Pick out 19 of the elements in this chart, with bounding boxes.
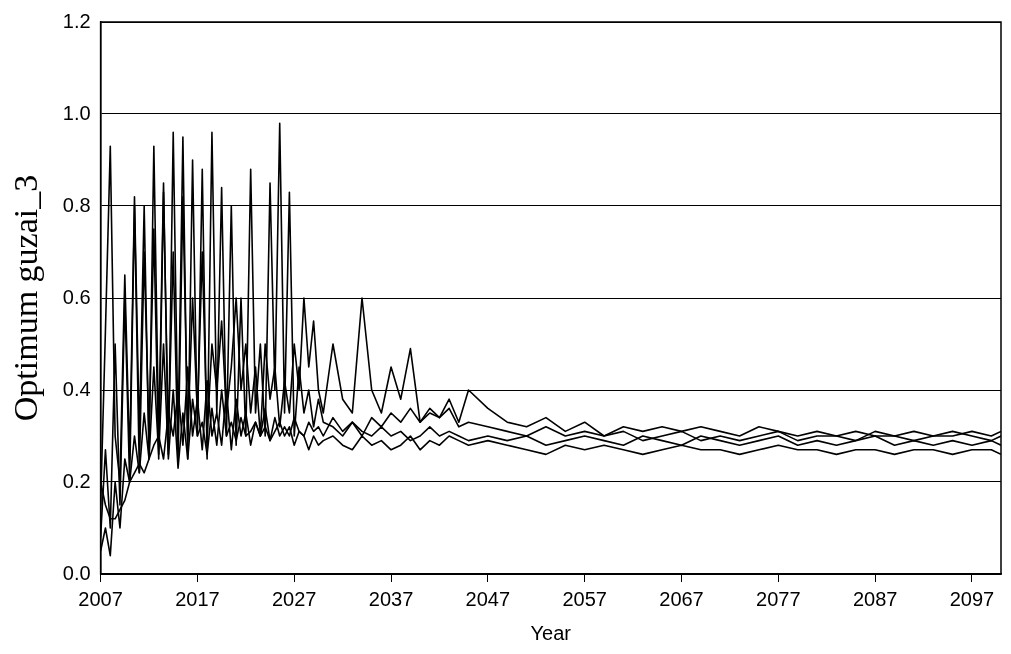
y-tick-label: 0.8	[62, 193, 91, 216]
x-tick-label: 2057	[562, 587, 607, 610]
x-axis-title: Year	[530, 621, 572, 644]
y-tick-label: 0.2	[62, 469, 91, 492]
y-tick-label: 1.2	[62, 9, 91, 32]
y-tick-label: 1.0	[62, 101, 91, 124]
x-tick-label: 2047	[465, 587, 511, 610]
x-tick-label: 2017	[175, 587, 220, 610]
x-tick-label: 2037	[368, 587, 414, 610]
x-tick-label: 2087	[852, 587, 898, 610]
x-tick-label: 2007	[78, 587, 123, 610]
x-tick-label: 2067	[659, 587, 704, 610]
y-tick-label: 0.4	[62, 377, 91, 400]
y-tick-label: 0.0	[62, 561, 91, 584]
x-tick-label: 2027	[271, 587, 317, 610]
y-axis-title: Optimum guzai_3	[7, 174, 45, 422]
x-tick-label: 2077	[756, 587, 801, 610]
x-tick-label: 2097	[949, 587, 995, 610]
y-tick-label: 0.6	[62, 285, 91, 308]
